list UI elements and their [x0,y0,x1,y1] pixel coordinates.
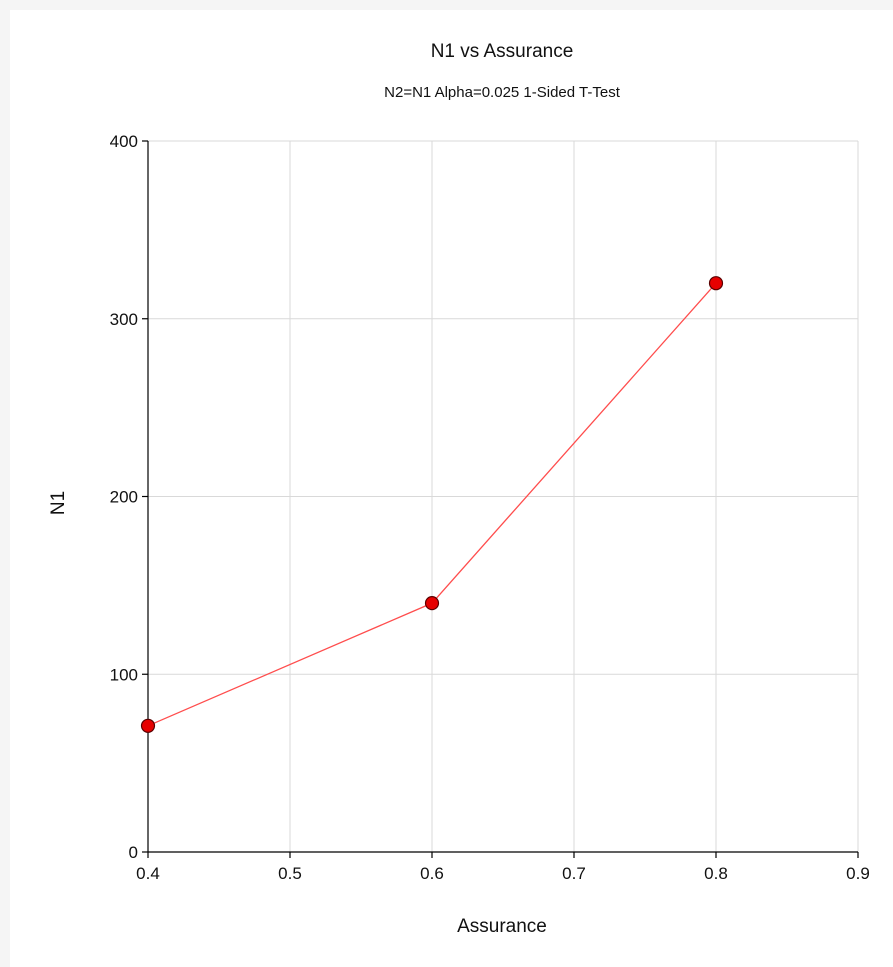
chart-subtitle: N2=N1 Alpha=0.025 1-Sided T-Test [384,84,621,101]
data-point [708,276,724,291]
series-layer [140,276,724,733]
data-point [140,718,156,733]
grid [148,140,859,852]
x-tick-label: 0.8 [704,864,728,883]
axes [142,140,859,858]
x-tick-label: 0.7 [562,864,586,883]
x-tick-label: 0.4 [136,864,160,883]
y-axis-label: N1 [48,491,69,515]
x-axis-label: Assurance [457,916,547,937]
y-tick-label: 200 [110,488,138,507]
x-tick-label: 0.6 [420,864,444,883]
line-chart: N1 vs Assurance N2=N1 Alpha=0.025 1-Side… [48,41,870,937]
y-tick-label: 400 [110,132,138,151]
data-point [424,596,440,611]
x-tick-label: 0.5 [278,864,302,883]
y-tick-label: 0 [129,843,138,862]
x-tick-label: 0.9 [846,864,870,883]
chart-title: N1 vs Assurance [431,41,574,62]
y-tick-label: 300 [110,310,138,329]
labels: N1 vs Assurance N2=N1 Alpha=0.025 1-Side… [48,41,870,937]
chart-panel: N1 vs Assurance N2=N1 Alpha=0.025 1-Side… [10,10,893,967]
y-tick-label: 100 [110,665,138,684]
